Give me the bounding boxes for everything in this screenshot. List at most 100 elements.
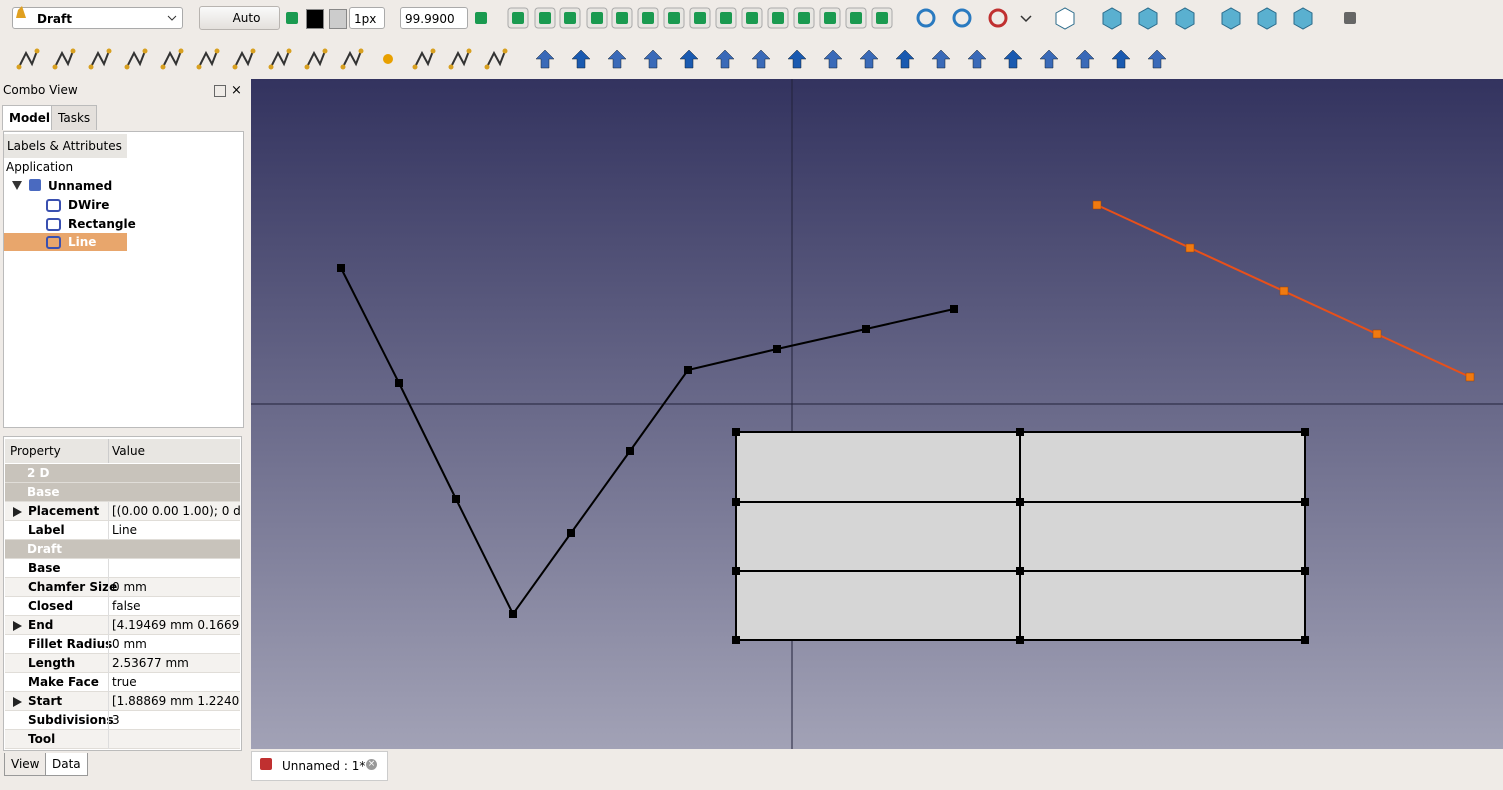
tool-button[interactable] bbox=[1221, 7, 1241, 30]
tool-button[interactable] bbox=[586, 7, 608, 29]
property-row[interactable]: Make Face true bbox=[5, 673, 240, 692]
property-value[interactable]: [(0.00 0.00 1.00); 0 de... bbox=[108, 502, 240, 521]
tool-button[interactable] bbox=[916, 8, 936, 28]
tool-button[interactable] bbox=[304, 48, 328, 70]
property-value[interactable]: [4.19469 mm 0.166922... bbox=[108, 616, 240, 635]
combo-tab[interactable]: Tasks bbox=[51, 105, 98, 130]
face-color[interactable] bbox=[329, 9, 347, 29]
tree-item[interactable]: DWire bbox=[68, 198, 110, 212]
tool-button[interactable] bbox=[1293, 7, 1313, 30]
float-button[interactable] bbox=[214, 85, 226, 97]
property-value[interactable]: true bbox=[108, 673, 240, 692]
tool-button[interactable] bbox=[1175, 7, 1195, 30]
tool-button[interactable] bbox=[232, 48, 256, 70]
tool-button[interactable] bbox=[534, 7, 556, 29]
tool-button[interactable] bbox=[340, 48, 364, 70]
tool-button[interactable] bbox=[484, 48, 508, 70]
tool-button[interactable] bbox=[823, 49, 843, 69]
property-value[interactable]: [1.88869 mm 1.22409 ... bbox=[108, 692, 240, 711]
tool-button[interactable] bbox=[741, 7, 763, 29]
close-tab[interactable]: × bbox=[366, 759, 377, 770]
tool-button[interactable] bbox=[1102, 7, 1122, 30]
tool-button[interactable] bbox=[268, 48, 292, 70]
tool-button[interactable] bbox=[1344, 12, 1356, 24]
tool-button[interactable] bbox=[1138, 7, 1158, 30]
tool-button[interactable] bbox=[967, 49, 987, 69]
tool-button[interactable] bbox=[52, 48, 76, 70]
tool-button[interactable] bbox=[16, 48, 40, 70]
property-tab[interactable]: View bbox=[4, 753, 47, 776]
tool-button[interactable] bbox=[475, 12, 487, 24]
tool-button[interactable] bbox=[1111, 49, 1131, 69]
property-row[interactable]: End [4.19469 mm 0.166922... bbox=[5, 616, 240, 635]
property-row[interactable]: Label Line bbox=[5, 521, 240, 540]
tool-button[interactable] bbox=[1055, 7, 1075, 30]
property-row[interactable]: Placement [(0.00 0.00 1.00); 0 de... bbox=[5, 502, 240, 521]
tool-button[interactable] bbox=[845, 7, 867, 29]
tool-button[interactable] bbox=[559, 7, 581, 29]
rectangle[interactable] bbox=[735, 431, 1306, 641]
property-row[interactable]: Chamfer Size 0 mm bbox=[5, 578, 240, 597]
tool-button[interactable] bbox=[767, 7, 789, 29]
tool-button[interactable] bbox=[952, 8, 972, 28]
tool-button[interactable] bbox=[679, 49, 699, 69]
font-size-field[interactable]: 99.9900 bbox=[400, 7, 468, 29]
combo-tab[interactable]: Model bbox=[2, 105, 58, 130]
tool-button[interactable] bbox=[88, 48, 112, 70]
property-value[interactable]: Line bbox=[108, 521, 240, 540]
tool-button[interactable] bbox=[1147, 49, 1167, 69]
property-value[interactable]: 0 mm bbox=[108, 578, 240, 597]
dwire[interactable] bbox=[340, 267, 955, 616]
tool-button[interactable] bbox=[643, 49, 663, 69]
property-row[interactable]: Subdivisions 3 bbox=[5, 711, 240, 730]
close-button[interactable]: × bbox=[231, 83, 242, 98]
tool-button[interactable] bbox=[571, 49, 591, 69]
property-value[interactable]: false bbox=[108, 597, 240, 616]
tool-button[interactable] bbox=[1257, 7, 1277, 30]
tool-button[interactable] bbox=[689, 7, 711, 29]
tool-button[interactable] bbox=[160, 48, 184, 70]
tool-button[interactable] bbox=[793, 7, 815, 29]
tool-button[interactable] bbox=[286, 12, 298, 24]
tool-button[interactable] bbox=[715, 49, 735, 69]
tool-button[interactable] bbox=[611, 7, 633, 29]
tool-button[interactable] bbox=[607, 49, 627, 69]
tool-button[interactable] bbox=[124, 48, 148, 70]
property-tab[interactable]: Data bbox=[45, 753, 88, 776]
property-row[interactable]: Length 2.53677 mm bbox=[5, 654, 240, 673]
tool-button[interactable] bbox=[535, 49, 555, 69]
document-tab[interactable]: Unnamed : 1* × bbox=[251, 751, 388, 781]
tool-button[interactable] bbox=[1039, 49, 1059, 69]
property-row[interactable]: Start [1.88869 mm 1.22409 ... bbox=[5, 692, 240, 711]
tool-button[interactable] bbox=[715, 7, 737, 29]
tree-item[interactable]: Line bbox=[68, 235, 97, 249]
tool-button[interactable] bbox=[751, 49, 771, 69]
workbench-selector[interactable]: Draft bbox=[12, 7, 183, 29]
construction-mode-button[interactable]: Auto bbox=[199, 6, 280, 30]
tool-button[interactable] bbox=[1075, 49, 1095, 69]
3d-view[interactable] bbox=[251, 79, 1503, 749]
tool-button[interactable] bbox=[871, 7, 893, 29]
tool-button[interactable] bbox=[895, 49, 915, 69]
property-value[interactable] bbox=[108, 730, 240, 749]
tool-button[interactable] bbox=[819, 7, 841, 29]
tool-button[interactable] bbox=[1003, 49, 1023, 69]
property-value[interactable]: 0 mm bbox=[108, 635, 240, 654]
property-value[interactable]: 3 bbox=[108, 711, 240, 730]
tool-button[interactable] bbox=[412, 48, 436, 70]
property-row[interactable]: Fillet Radius 0 mm bbox=[5, 635, 240, 654]
tool-button[interactable] bbox=[196, 48, 220, 70]
tool-button[interactable] bbox=[663, 7, 685, 29]
tool-button[interactable] bbox=[507, 7, 529, 29]
tool-button[interactable] bbox=[859, 49, 879, 69]
property-value[interactable]: 2.53677 mm bbox=[108, 654, 240, 673]
tree-item[interactable]: Rectangle bbox=[68, 216, 136, 231]
property-row[interactable]: Closed false bbox=[5, 597, 240, 616]
tool-button[interactable] bbox=[448, 48, 472, 70]
line-color[interactable] bbox=[306, 9, 324, 29]
tree-document[interactable]: Unnamed bbox=[48, 179, 113, 193]
property-value[interactable] bbox=[108, 559, 240, 578]
tool-button[interactable] bbox=[931, 49, 951, 69]
tool-button[interactable] bbox=[637, 7, 659, 29]
tool-button[interactable] bbox=[383, 54, 393, 64]
